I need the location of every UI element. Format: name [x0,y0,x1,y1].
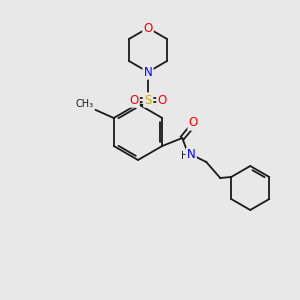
Text: O: O [189,116,198,130]
Text: O: O [158,94,166,106]
Text: CH₃: CH₃ [76,99,94,109]
Text: O: O [129,94,139,106]
Text: N: N [144,65,152,79]
Text: H: H [181,151,188,161]
Text: N: N [187,148,196,161]
Text: O: O [143,22,153,34]
Text: S: S [144,94,152,106]
